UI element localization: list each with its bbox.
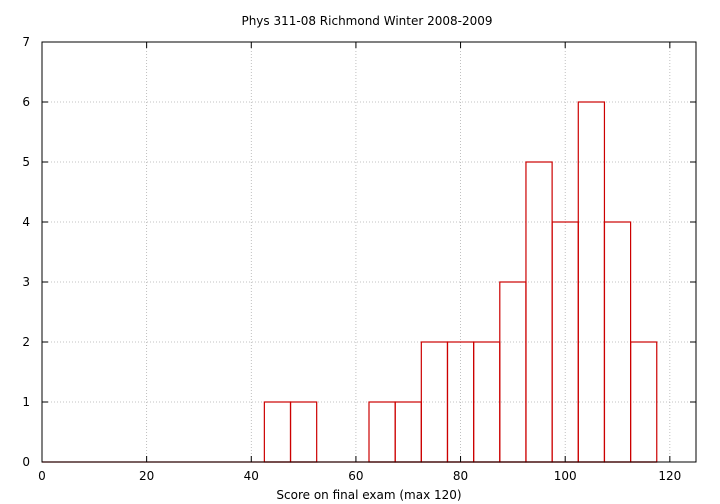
histogram-bar	[525, 161, 553, 463]
y-tick-label: 1	[22, 395, 30, 409]
tick-marks	[41, 41, 696, 463]
histogram-bar	[603, 221, 632, 463]
x-tick-label: 100	[554, 469, 577, 483]
histogram-bar	[368, 401, 396, 463]
x-tick-label: 20	[139, 469, 154, 483]
y-tick-label: 6	[22, 95, 30, 109]
histogram-bar	[499, 281, 527, 463]
histogram-bar	[629, 341, 658, 463]
histogram-bar	[263, 401, 292, 463]
y-tick-label: 4	[22, 215, 30, 229]
histogram-bar	[420, 341, 449, 463]
x-tick-label: 40	[244, 469, 259, 483]
x-tick-label: 60	[348, 469, 363, 483]
grid-lines	[42, 42, 696, 462]
histogram-bar	[394, 401, 422, 463]
x-tick-label: 80	[453, 469, 468, 483]
x-axis-label: Score on final exam (max 120)	[276, 488, 461, 502]
plot-border	[41, 41, 697, 463]
x-tick-labels: 0 20 40 60 80 100 120	[38, 469, 681, 483]
x-tick-label: 120	[658, 469, 681, 483]
chart-title: Phys 311-08 Richmond Winter 2008-2009	[241, 14, 492, 28]
y-tick-label: 7	[22, 35, 30, 49]
y-tick-label: 5	[22, 155, 30, 169]
y-tick-label: 0	[22, 455, 30, 469]
histogram-bar	[289, 401, 318, 463]
x-tick-label: 0	[38, 469, 46, 483]
y-tick-labels: 0 1 2 3 4 5 6 7	[22, 35, 30, 469]
y-tick-label: 3	[22, 275, 30, 289]
y-tick-label: 2	[22, 335, 30, 349]
